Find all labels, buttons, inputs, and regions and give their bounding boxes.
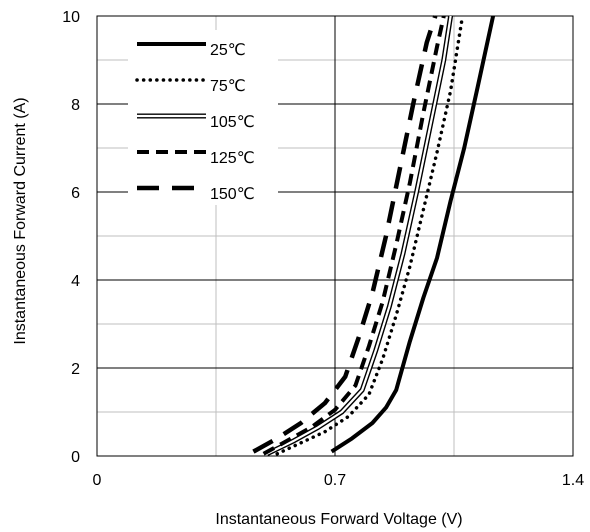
y-tick-label: 6 <box>71 185 80 202</box>
y-tick-label: 2 <box>71 361 80 378</box>
x-tick-label: 0 <box>93 472 102 489</box>
x-axis-label: Instantaneous Forward Voltage (V) <box>215 511 462 528</box>
series-1-line <box>275 14 465 456</box>
series-0-line <box>330 15 496 454</box>
y-tick-label: 8 <box>71 97 80 114</box>
legend-item-1: 75℃ <box>135 78 246 95</box>
x-tick-label: 1.4 <box>562 472 584 489</box>
y-axis-ticks: 0 2 4 6 8 10 <box>62 9 80 466</box>
legend-label: 125℃ <box>210 150 255 167</box>
x-axis-ticks: 0 0.7 1.4 <box>93 472 585 489</box>
plot-area-frame <box>96 15 574 457</box>
legend-label: 150℃ <box>210 186 255 203</box>
legend: 25℃ 75℃ 105℃ 125℃ 150℃ <box>135 42 255 203</box>
x-tick-label: 0.7 <box>324 472 346 489</box>
legend-item-3: 125℃ <box>137 150 255 167</box>
y-tick-label: 4 <box>71 273 80 290</box>
series-3-line <box>262 15 446 456</box>
legend-item-2: 105℃ <box>137 113 255 131</box>
series-4-line <box>252 15 438 454</box>
y-tick-label: 0 <box>71 449 80 466</box>
legend-item-4: 150℃ <box>137 185 255 203</box>
series-2-line <box>265 15 454 457</box>
legend-label: 105℃ <box>210 114 255 131</box>
y-axis-label: Instantaneous Forward Current (A) <box>12 97 29 344</box>
legend-item-0: 25℃ <box>137 42 246 59</box>
legend-label: 25℃ <box>210 42 246 59</box>
series-group <box>252 14 496 457</box>
legend-label: 75℃ <box>210 78 246 95</box>
y-tick-label: 10 <box>62 9 80 26</box>
